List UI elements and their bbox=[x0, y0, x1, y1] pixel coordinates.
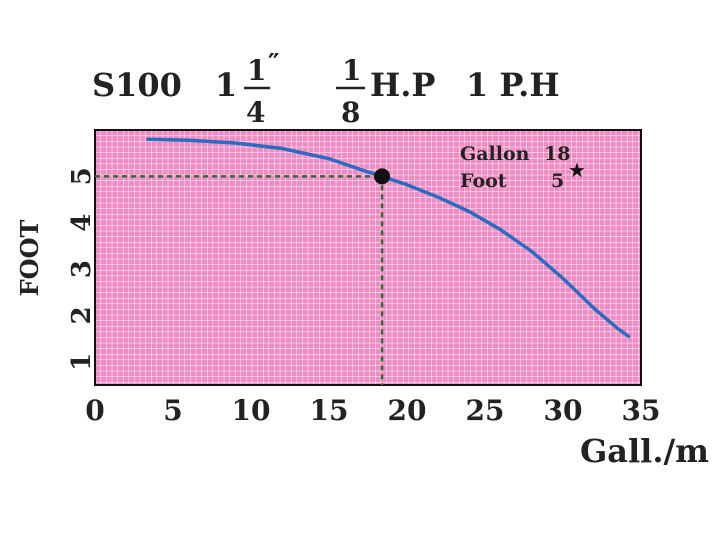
x-tick-label: 35 bbox=[622, 394, 661, 427]
power-denominator: 8 bbox=[341, 96, 360, 129]
x-tick-label: 30 bbox=[544, 394, 583, 427]
annotation-gallon-value: 18 bbox=[544, 143, 570, 165]
power-numerator: 1 bbox=[342, 54, 361, 87]
pipe-size-numerator: 1 bbox=[247, 54, 266, 87]
y-tick-label: 1 bbox=[67, 353, 97, 371]
x-tick-label: 10 bbox=[232, 394, 271, 427]
model-label: S100 bbox=[92, 66, 182, 104]
y-tick-label: 5 bbox=[67, 167, 97, 185]
operating-point-annotation: Gallon 18 Foot 5 ★ bbox=[460, 143, 586, 192]
star-icon: ★ bbox=[568, 158, 586, 182]
plot-area bbox=[94, 129, 642, 386]
annotation-gallon-label: Gallon bbox=[460, 143, 530, 165]
annotation-foot-label: Foot bbox=[460, 170, 507, 192]
x-axis-label: Gall./m bbox=[580, 432, 709, 470]
y-tick-label: 4 bbox=[67, 214, 97, 232]
chart-title: S100 1 1 ″ 4 1 8 H.P 1 P.H bbox=[92, 49, 560, 129]
x-tick-label: 15 bbox=[310, 394, 349, 427]
pipe-size-denominator: 4 bbox=[246, 96, 265, 129]
x-tick-label: 5 bbox=[163, 394, 182, 427]
phase-label: 1 P.H bbox=[466, 66, 560, 104]
power-unit: H.P bbox=[370, 66, 435, 104]
chart-marks: 0 5 10 15 20 25 30 35 1 2 3 4 5 bbox=[67, 137, 661, 427]
x-tick-label: 20 bbox=[388, 394, 427, 427]
pipe-size-whole: 1 bbox=[215, 66, 237, 104]
operating-point-marker bbox=[374, 168, 391, 185]
annotation-foot-value: 5 bbox=[551, 170, 564, 192]
y-axis-label: FOOT bbox=[15, 220, 44, 297]
y-tick-label: 2 bbox=[67, 306, 97, 324]
series-line bbox=[146, 137, 631, 339]
pipe-size-inch-mark: ″ bbox=[268, 49, 280, 79]
x-tick-label: 25 bbox=[466, 394, 505, 427]
y-tick-label: 3 bbox=[67, 260, 97, 278]
x-tick-label: 0 bbox=[85, 394, 104, 427]
